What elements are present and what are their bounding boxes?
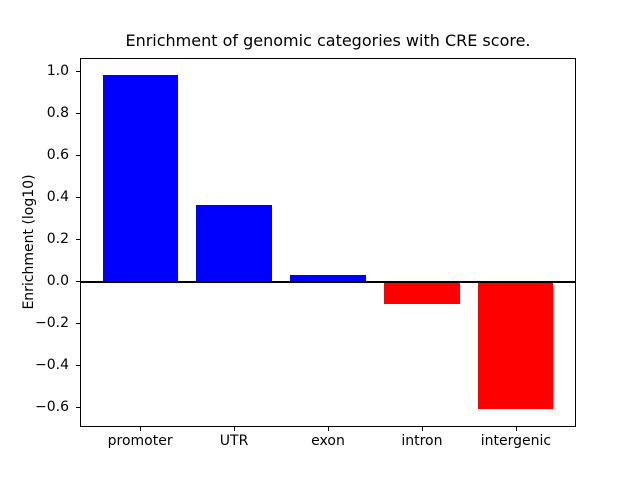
- x-tick-mark: [421, 427, 423, 431]
- y-tick-mark: [76, 112, 80, 114]
- y-tick-label: 0.8: [46, 104, 69, 121]
- y-tick-label: 1.0: [46, 62, 69, 79]
- x-tick-mark: [515, 427, 517, 431]
- y-tick-mark: [76, 407, 80, 409]
- y-tick-label: 0.6: [46, 146, 69, 163]
- y-tick-mark: [76, 322, 80, 324]
- bar-UTR: [196, 205, 272, 281]
- y-tick-label: −0.4: [35, 356, 69, 373]
- x-tick-label-promoter: promoter: [107, 433, 173, 449]
- y-tick-label: −0.2: [35, 314, 69, 331]
- x-tick-mark: [328, 427, 329, 431]
- y-tick-mark: [76, 70, 80, 72]
- y-tick-mark: [76, 238, 80, 240]
- x-tick-label-exon: exon: [311, 433, 345, 449]
- y-tick-mark: [76, 154, 80, 156]
- zero-line: [81, 280, 575, 283]
- x-tick-mark: [234, 427, 236, 431]
- x-tick-mark: [140, 427, 142, 431]
- bar-exon: [290, 274, 366, 281]
- y-tick-mark: [76, 196, 80, 198]
- y-tick-label: 0.4: [46, 188, 69, 205]
- chart-title: Enrichment of genomic categories with CR…: [125, 31, 531, 50]
- y-tick-label: −0.6: [35, 399, 69, 416]
- bar-intron: [384, 280, 460, 304]
- bar-intergenic: [478, 280, 554, 410]
- x-tick-label-intergenic: intergenic: [480, 433, 552, 449]
- x-tick-label-intron: intron: [401, 433, 443, 449]
- plot-area: [80, 58, 576, 427]
- x-tick-label-UTR: UTR: [219, 433, 249, 449]
- y-tick-label: 0.2: [46, 230, 69, 247]
- bar-promoter: [102, 74, 178, 281]
- y-tick-mark: [76, 280, 80, 282]
- y-tick-mark: [76, 364, 80, 366]
- y-tick-label: 0.0: [46, 272, 69, 289]
